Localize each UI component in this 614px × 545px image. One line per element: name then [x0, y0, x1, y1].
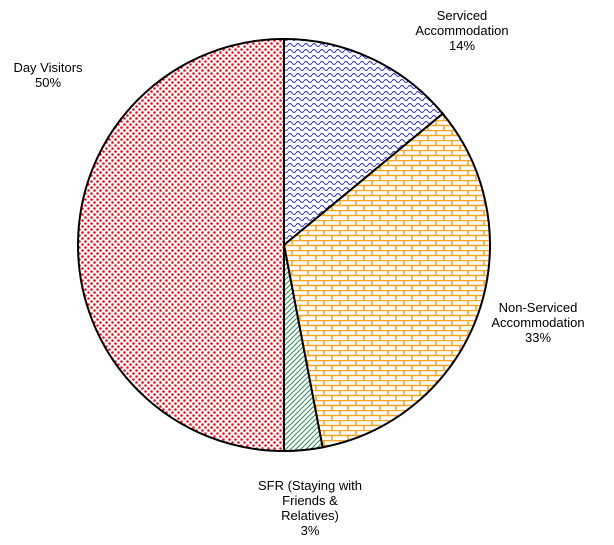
pie-slice	[283, 37, 445, 248]
category-name: Non-Serviced Accommodation	[491, 300, 585, 330]
category-name: Day Visitors	[13, 60, 83, 75]
category-name: SFR (Staying with Friends & Relatives)	[257, 478, 363, 523]
pie-slice	[77, 37, 285, 453]
slice-label: Serviced Accommodation 14%	[402, 8, 522, 53]
slice-label: Day Visitors 50%	[0, 60, 103, 90]
value-label: 33%	[524, 330, 552, 345]
value-label: 14%	[448, 38, 476, 53]
slice-label: SFR (Staying with Friends & Relatives) 3%	[254, 478, 366, 538]
value-label: 3%	[300, 523, 320, 538]
pie-slice	[282, 112, 491, 449]
slice-label: Non-Serviced Accommodation 33%	[473, 300, 603, 345]
category-name: Serviced Accommodation	[415, 8, 509, 38]
value-label: 50%	[34, 75, 62, 90]
